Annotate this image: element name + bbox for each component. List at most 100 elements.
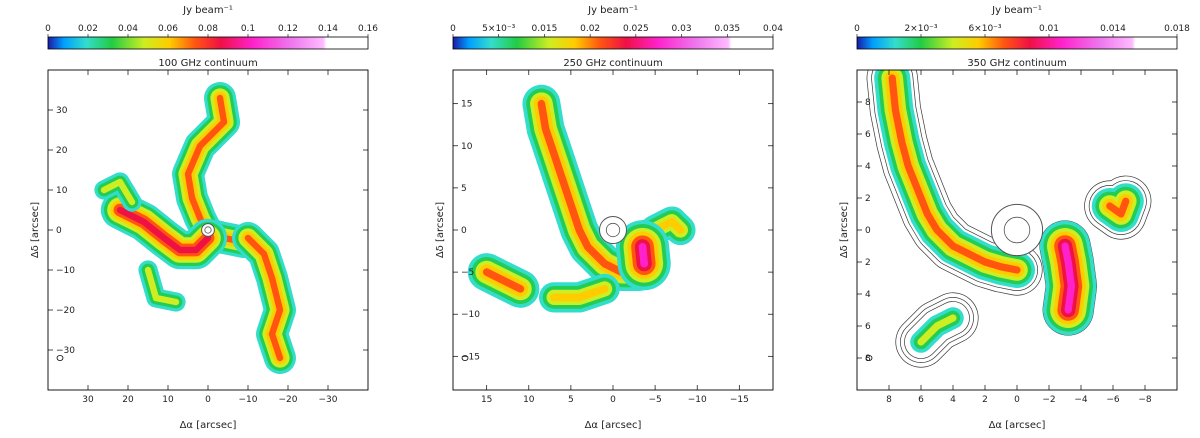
central-source — [990, 203, 1044, 257]
colorbar-tick-label: 0.015 — [532, 24, 558, 34]
y-tick-label: 20 — [56, 146, 68, 156]
y-axis-label: Δδ [arcsec] — [839, 202, 850, 258]
colorbar-tick-label: 0.02 — [580, 24, 600, 34]
central-source — [599, 216, 627, 244]
emission-level — [917, 314, 957, 346]
colorbar-frame — [856, 36, 1178, 50]
x-tick-label: 30 — [82, 395, 94, 405]
emission-level — [116, 206, 212, 254]
y-tick-label: 4 — [865, 290, 871, 300]
colorbar-tick-label: 0.03 — [672, 24, 692, 34]
central-source-ring — [1003, 216, 1031, 244]
y-tick-label: 10 — [461, 142, 473, 152]
x-tick-label: 0 — [205, 395, 211, 405]
y-tick-label: −5 — [461, 268, 474, 278]
x-axis-label: Δα [arcsec] — [585, 420, 642, 431]
colorbar-tick-label: 0.1 — [241, 24, 255, 34]
colorbar — [453, 37, 773, 49]
y-tick-label: 2 — [865, 194, 871, 204]
colorbar-tick-label: 0.16 — [358, 24, 378, 34]
colorbar-tick-label: 0.01 — [1039, 24, 1059, 34]
panel-2: Jy beam⁻¹ 0 5×10⁻³ 0.015 0.02 0.025 0.03 0.035 0… — [435, 5, 783, 431]
panel-title: 350 GHz continuum — [967, 58, 1066, 69]
plot-area — [866, 70, 1152, 368]
x-tick-label: −6 — [1106, 395, 1120, 405]
y-tick-label: 2 — [865, 258, 871, 268]
colorbar-label: Jy beam⁻¹ — [991, 5, 1042, 16]
x-tick-label: −10 — [688, 395, 707, 405]
emission-level — [144, 266, 180, 306]
emission-level — [1061, 242, 1075, 314]
colorbar-tick-label: 0.14 — [318, 24, 338, 34]
emission-level — [888, 74, 1021, 274]
colorbar-label: Jy beam⁻¹ — [182, 5, 233, 16]
y-tick-label: 6 — [865, 130, 871, 140]
beam-ellipse — [865, 355, 873, 361]
y-tick-label: 0 — [461, 226, 467, 236]
x-tick-label: −15 — [730, 395, 749, 405]
beam-ellipse — [56, 355, 64, 361]
emission-level — [550, 285, 609, 302]
panel-title: 250 GHz continuum — [563, 58, 662, 69]
plot-area — [94, 82, 296, 374]
y-tick-label: 4 — [865, 162, 871, 172]
colorbar-tick-label: 0.08 — [198, 24, 218, 34]
colorbar-tick-label: 0.04 — [118, 24, 138, 34]
y-tick-label: 0 — [56, 226, 62, 236]
colorbar-tick-label: 0.018 — [1164, 24, 1190, 34]
y-tick-label: −10 — [56, 266, 75, 276]
y-tick-label: −10 — [461, 310, 480, 320]
colorbar-tick-label: 0.035 — [714, 24, 740, 34]
y-tick-label: 30 — [56, 106, 68, 116]
colorbar-tick-label: 0 — [854, 24, 860, 34]
x-axis-label: Δα [arcsec] — [989, 420, 1046, 431]
emission-level — [482, 268, 525, 293]
y-tick-label: −15 — [461, 352, 480, 362]
colorbar-tick-label: 0.014 — [1100, 24, 1126, 34]
panel-title: 100 GHz continuum — [158, 58, 257, 69]
x-tick-label: −8 — [1138, 395, 1152, 405]
y-tick-label: 8 — [865, 98, 871, 108]
y-axis-label: Δδ [arcsec] — [30, 202, 41, 258]
panel-1: Jy beam⁻¹ 0 0.02 0.04 0.06 0.08 0.1 0.12 0.14 0.1… — [30, 5, 378, 431]
x-tick-label: −2 — [1042, 395, 1055, 405]
central-source-ring — [204, 226, 212, 234]
x-tick-label: −20 — [279, 395, 298, 405]
panel-3: Jy beam⁻¹ 0 2×10⁻³ 6×10⁻³ 0.01 0.014 0.018 350 … — [839, 5, 1190, 431]
x-tick-label: 4 — [950, 395, 956, 405]
emission-level — [1106, 197, 1130, 218]
colorbar-frame — [452, 36, 774, 50]
x-tick-label: 0 — [1014, 395, 1020, 405]
y-tick-label: −20 — [56, 306, 75, 316]
y-tick-label: 15 — [461, 100, 472, 110]
y-tick-label: 0 — [865, 226, 871, 236]
colorbar-tick-label: 0.12 — [278, 24, 298, 34]
x-tick-label: −4 — [1074, 395, 1088, 405]
x-tick-label: 6 — [918, 395, 924, 405]
central-source-ring — [605, 222, 621, 238]
colorbar-label: Jy beam⁻¹ — [587, 5, 638, 16]
colorbar-tick-label: 0.02 — [78, 24, 98, 34]
colorbar-tick-label: 0 — [45, 24, 51, 34]
x-tick-label: 5 — [568, 395, 574, 405]
plot-area — [467, 84, 696, 313]
x-tick-label: 15 — [481, 395, 492, 405]
x-axis-label: Δα [arcsec] — [180, 420, 237, 431]
colorbar-tick-label: 0.06 — [158, 24, 178, 34]
colorbar-tick-label: 2×10⁻³ — [904, 24, 937, 34]
x-tick-label: 0 — [610, 395, 616, 405]
x-tick-label: 10 — [162, 395, 174, 405]
y-axis-label: Δδ [arcsec] — [435, 202, 446, 258]
x-tick-label: −30 — [319, 395, 338, 405]
emission-level — [651, 217, 685, 234]
x-tick-label: 8 — [886, 395, 892, 405]
y-tick-label: 6 — [865, 322, 871, 332]
colorbar-tick-label: 6×10⁻³ — [968, 24, 1001, 34]
colorbar — [857, 37, 1177, 49]
beam-ellipse — [461, 355, 469, 361]
colorbar — [48, 37, 368, 49]
colorbar-tick-label: 0.04 — [763, 24, 783, 34]
x-tick-label: −10 — [239, 395, 258, 405]
colorbar-tick-label: 5×10⁻³ — [482, 24, 515, 34]
x-tick-label: 10 — [523, 395, 535, 405]
